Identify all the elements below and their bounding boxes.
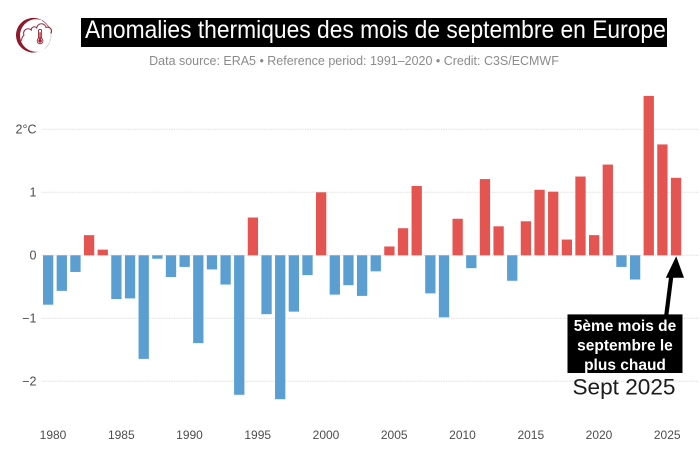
svg-text:1995: 1995 xyxy=(244,428,271,442)
svg-text:−2: −2 xyxy=(22,374,36,388)
svg-text:2000: 2000 xyxy=(313,428,340,442)
svg-text:2015: 2015 xyxy=(517,428,544,442)
svg-text:1: 1 xyxy=(30,185,37,199)
svg-text:plus chaud: plus chaud xyxy=(584,357,666,374)
svg-text:1990: 1990 xyxy=(176,428,203,442)
svg-text:1985: 1985 xyxy=(108,428,135,442)
svg-text:septembre le: septembre le xyxy=(577,337,673,354)
svg-text:1980: 1980 xyxy=(40,428,67,442)
svg-text:Sept 2025: Sept 2025 xyxy=(572,375,675,400)
svg-text:0: 0 xyxy=(30,248,37,262)
svg-text:2005: 2005 xyxy=(381,428,408,442)
svg-text:2010: 2010 xyxy=(449,428,476,442)
svg-text:−1: −1 xyxy=(22,311,36,325)
svg-text:2°C: 2°C xyxy=(16,122,37,136)
svg-text:2020: 2020 xyxy=(586,428,613,442)
svg-text:5ème mois de: 5ème mois de xyxy=(574,318,677,335)
svg-text:2025: 2025 xyxy=(654,428,681,442)
